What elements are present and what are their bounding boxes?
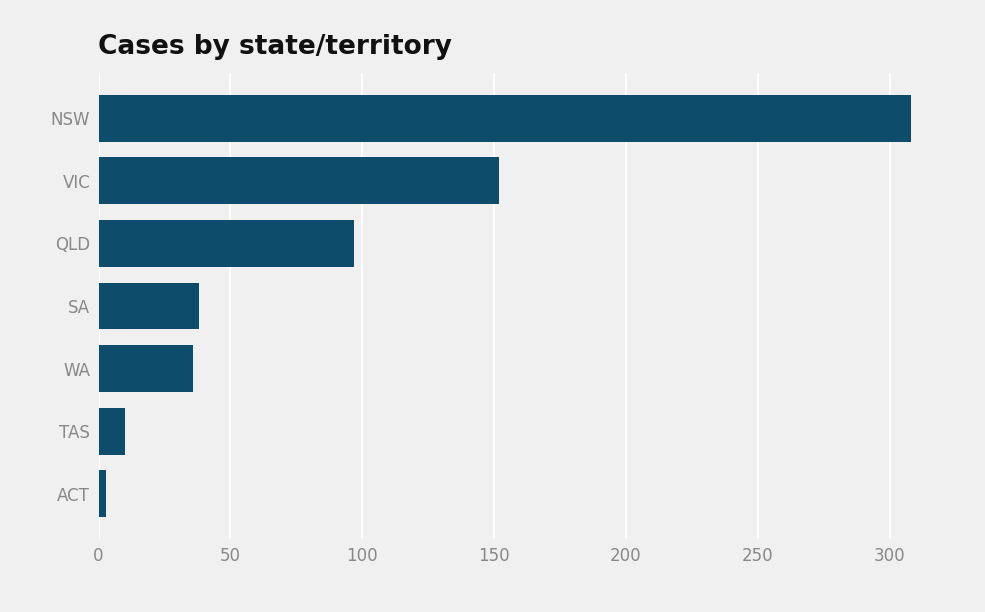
Bar — [98, 471, 106, 517]
Bar — [98, 283, 199, 329]
Bar — [98, 157, 499, 204]
Bar — [98, 408, 125, 455]
Bar — [98, 220, 355, 267]
Text: Cases by state/territory: Cases by state/territory — [98, 34, 452, 60]
Bar — [98, 95, 910, 141]
Bar — [98, 345, 193, 392]
